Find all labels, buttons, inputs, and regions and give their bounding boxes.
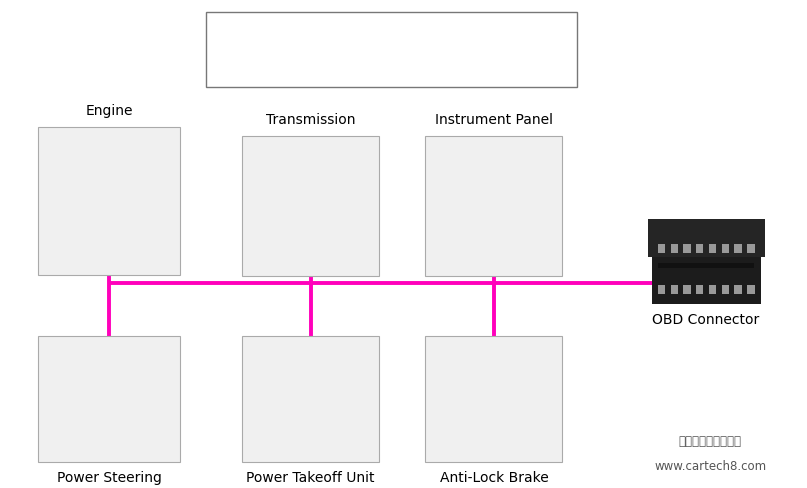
Text: Instrument Panel: Instrument Panel (435, 113, 553, 127)
Bar (242, 337, 379, 462)
Bar (747, 244, 755, 253)
Text: OBD Connector: OBD Connector (653, 312, 759, 326)
Text: CAN Bus: CAN Bus (325, 22, 458, 50)
Bar (747, 285, 755, 294)
Bar (734, 244, 742, 253)
Bar (206, 12, 577, 87)
Text: 中国汽车工程师之家: 中国汽车工程师之家 (679, 435, 742, 448)
Bar (647, 219, 764, 257)
Bar (658, 263, 754, 268)
Bar (39, 127, 179, 275)
Bar (425, 337, 562, 462)
Bar (709, 244, 716, 253)
Text: Power Takeoff Unit: Power Takeoff Unit (246, 471, 375, 485)
Text: Power Steering: Power Steering (56, 471, 161, 485)
Text: www.cartech8.com: www.cartech8.com (654, 461, 766, 473)
Bar (734, 285, 742, 294)
Text: Single Digital Connection between Components: Single Digital Connection between Compon… (209, 63, 574, 78)
Bar (684, 244, 691, 253)
Bar (658, 285, 665, 294)
Bar (671, 244, 678, 253)
Bar (696, 244, 704, 253)
Bar (696, 285, 704, 294)
Bar (709, 285, 716, 294)
Text: Engine: Engine (86, 104, 132, 119)
Bar (658, 244, 665, 253)
Bar (242, 136, 379, 276)
Bar (39, 337, 179, 462)
Text: Transmission: Transmission (266, 113, 355, 127)
Bar (684, 285, 691, 294)
Bar (651, 219, 760, 304)
Bar (721, 244, 729, 253)
Bar (425, 136, 562, 276)
Bar (671, 285, 678, 294)
Bar (721, 285, 729, 294)
Text: Anti-Lock Brake: Anti-Lock Brake (440, 471, 548, 485)
